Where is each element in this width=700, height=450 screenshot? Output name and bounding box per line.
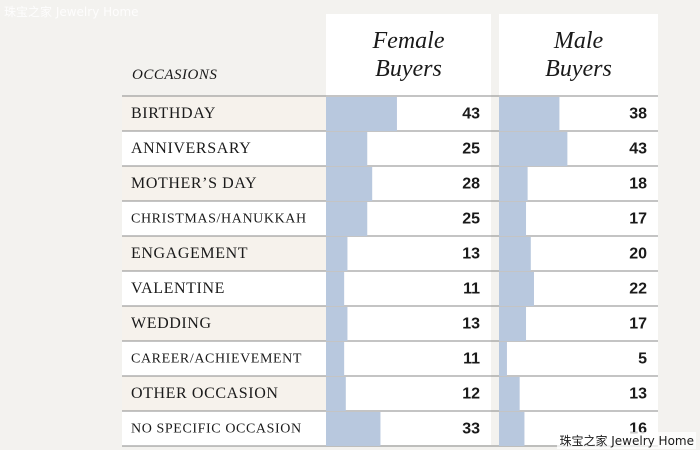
value-label-female-buyers-career-achievement: 11 <box>463 351 480 368</box>
value-label-male-buyers-anniversary: 43 <box>629 141 647 158</box>
bar-male-buyers-valentine <box>499 272 534 306</box>
bar-male-buyers-mother-s-day <box>499 167 528 201</box>
bar-female-buyers-valentine <box>326 272 345 306</box>
column-headers: OCCASIONS Female Buyers Male Buyers <box>132 28 612 83</box>
value-label-male-buyers-christmas-hanukkah: 17 <box>629 211 647 228</box>
category-cell-career-achievement <box>122 341 326 376</box>
value-label-female-buyers-christmas-hanukkah: 25 <box>462 211 480 228</box>
bar-male-buyers-other-occasion <box>499 377 520 411</box>
category-label-anniversary: ANNIVERSARY <box>131 140 251 157</box>
value-label-female-buyers-mother-s-day: 28 <box>462 176 480 193</box>
category-label-christmas-hanukkah: CHRISTMAS/HANUKKAH <box>131 212 307 227</box>
column-header-female-buyers: Female Buyers <box>372 28 445 82</box>
bar-male-buyers-birthday <box>499 97 560 131</box>
watermark-bottom: 珠宝之家 Jewelry Home <box>557 432 696 449</box>
category-rows: BIRTHDAY ANNIVERSARY MOTHER’S DAY CHRISTMAS… <box>122 95 658 447</box>
column-header-male-buyers: Male Buyers <box>545 28 612 82</box>
category-cell-mother-s-day <box>122 166 326 201</box>
bar-female-buyers-career-achievement <box>326 342 345 376</box>
value-label-male-buyers-mother-s-day: 18 <box>629 176 647 193</box>
value-label-male-buyers-engagement: 20 <box>629 246 647 263</box>
value-label-female-buyers-no-specific-occasion: 33 <box>462 421 480 438</box>
bars <box>326 97 568 446</box>
row-header-label: OCCASIONS <box>132 67 217 83</box>
value-label-female-buyers-other-occasion: 12 <box>462 386 480 403</box>
bar-female-buyers-engagement <box>326 237 348 271</box>
category-label-other-occasion: OTHER OCCASION <box>131 385 279 402</box>
category-cell-anniversary <box>122 131 326 166</box>
column-backgrounds <box>326 14 658 445</box>
category-cell-valentine <box>122 271 326 306</box>
bar-male-buyers-wedding <box>499 307 527 341</box>
bar-male-buyers-career-achievement <box>499 342 507 376</box>
category-cell-no-specific-occasion <box>122 411 326 446</box>
value-label-female-buyers-anniversary: 25 <box>462 141 480 158</box>
bar-female-buyers-no-specific-occasion <box>326 412 381 446</box>
bar-male-buyers-anniversary <box>499 132 568 166</box>
bar-male-buyers-engagement <box>499 237 531 271</box>
value-label-male-buyers-career-achievement: 5 <box>638 351 647 368</box>
category-label-career-achievement: CAREER/ACHIEVEMENT <box>131 352 302 367</box>
category-cell-birthday <box>122 96 326 131</box>
category-label-engagement: ENGAGEMENT <box>131 245 248 262</box>
category-label-birthday: BIRTHDAY <box>131 105 216 122</box>
bar-female-buyers-wedding <box>326 307 348 341</box>
category-cell-christmas-hanukkah <box>122 201 326 236</box>
value-label-male-buyers-birthday: 38 <box>629 106 647 123</box>
value-label-male-buyers-wedding: 17 <box>629 316 647 333</box>
bar-male-buyers-christmas-hanukkah <box>499 202 527 236</box>
bar-female-buyers-mother-s-day <box>326 167 373 201</box>
value-label-female-buyers-birthday: 43 <box>462 106 480 123</box>
category-cell-wedding <box>122 306 326 341</box>
value-label-male-buyers-other-occasion: 13 <box>629 386 647 403</box>
category-label-wedding: WEDDING <box>131 315 212 332</box>
bar-male-buyers-no-specific-occasion <box>499 412 525 446</box>
watermark-top: 珠宝之家 Jewelry Home <box>4 5 139 19</box>
bar-female-buyers-anniversary <box>326 132 368 166</box>
value-label-female-buyers-wedding: 13 <box>462 316 480 333</box>
category-label-valentine: VALENTINE <box>131 280 225 297</box>
category-cell-engagement <box>122 236 326 271</box>
category-label-no-specific-occasion: NO SPECIFIC OCCASION <box>131 422 302 437</box>
value-label-female-buyers-engagement: 13 <box>462 246 480 263</box>
value-label-female-buyers-valentine: 11 <box>463 281 480 298</box>
category-cell-other-occasion <box>122 376 326 411</box>
bar-female-buyers-christmas-hanukkah <box>326 202 368 236</box>
value-label-male-buyers-valentine: 22 <box>629 281 647 298</box>
category-label-mother-s-day: MOTHER’S DAY <box>131 175 257 192</box>
bar-female-buyers-birthday <box>326 97 397 131</box>
bar-female-buyers-other-occasion <box>326 377 346 411</box>
